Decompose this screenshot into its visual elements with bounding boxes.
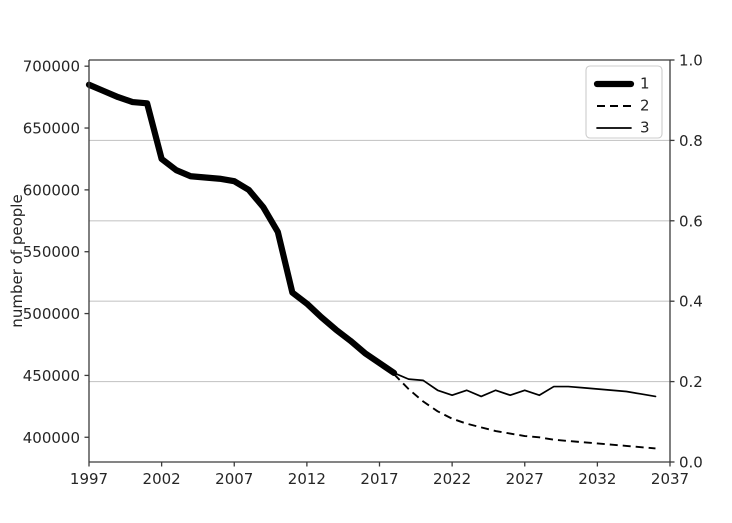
legend-label-3: 3 (640, 119, 650, 137)
y-tick-label: 400000 (23, 429, 80, 447)
y-tick-label: 650000 (23, 120, 80, 138)
series-line-2 (393, 373, 656, 450)
y2-tick-label: 0.2 (679, 373, 703, 391)
y2-tick-label: 0.8 (679, 132, 703, 150)
x-tick-label: 2017 (360, 470, 398, 488)
y-tick-label: 700000 (23, 58, 80, 76)
x-tick-label: 2027 (506, 470, 544, 488)
y2-tick-label: 0.6 (679, 212, 703, 230)
x-tick-label: 2037 (651, 470, 689, 488)
x-tick-label: 2007 (215, 470, 253, 488)
x-tick-label: 2002 (143, 470, 181, 488)
legend-label-2: 2 (640, 97, 650, 115)
x-tick-label: 2012 (288, 470, 326, 488)
series-layer (85, 81, 657, 450)
legend-label-1: 1 (640, 75, 650, 93)
y2-tick-label: 0.0 (679, 454, 703, 472)
x-tick-label: 2022 (433, 470, 471, 488)
y-tick-label: 550000 (23, 243, 80, 261)
y-tick-label: 500000 (23, 305, 80, 323)
series-line-3 (393, 372, 657, 398)
y-tick-label: 450000 (23, 367, 80, 385)
gridlines (89, 139, 670, 383)
y2-tick-label: 0.4 (679, 293, 703, 311)
series-line-1 (85, 81, 398, 377)
x-tick-label: 1997 (70, 470, 108, 488)
tick-labels-layer: 1997 2002 2007 2012 2017 2022 2027 2032 2037 4000… (23, 52, 703, 489)
y2-tick-label: 1.0 (679, 52, 703, 70)
y-tick-label: 600000 (23, 181, 80, 199)
x-tick-label: 2032 (578, 470, 616, 488)
chart-legend: 1 2 3 (585, 65, 663, 139)
ticks-layer (84, 59, 675, 467)
y-axis-title: number of people (8, 194, 26, 327)
